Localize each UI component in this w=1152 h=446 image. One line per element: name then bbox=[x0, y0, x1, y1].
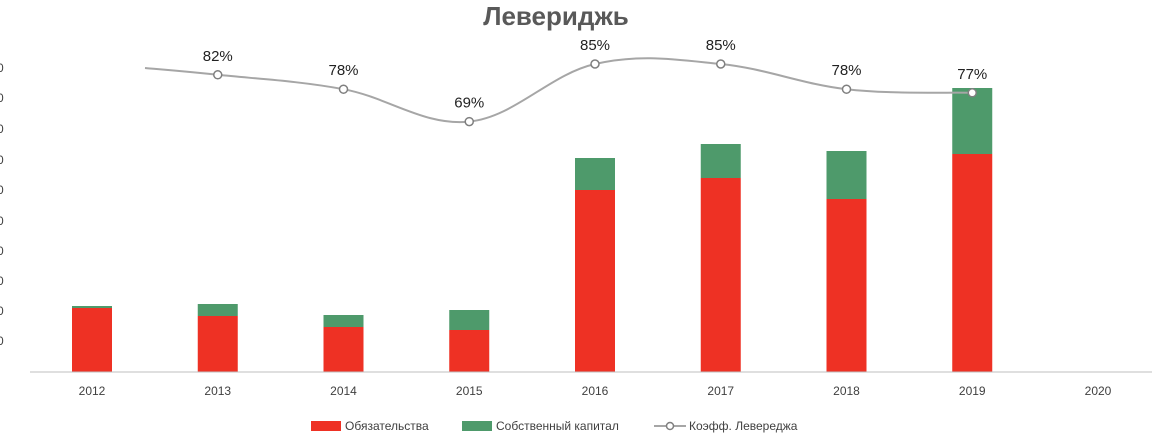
legend-marker-leverage bbox=[665, 421, 675, 431]
legend-swatch-liabilities bbox=[311, 421, 341, 431]
legend-swatch-equity bbox=[462, 421, 492, 431]
bar-equity bbox=[952, 88, 993, 154]
bars-group bbox=[72, 88, 993, 372]
legend-label-liabilities: Обязательства bbox=[345, 419, 429, 433]
bar-liabilities bbox=[323, 327, 364, 372]
leverage-point bbox=[213, 70, 223, 80]
y-tick-label: 0 bbox=[0, 183, 4, 197]
x-tick-label: 2017 bbox=[707, 384, 734, 398]
bar-liabilities bbox=[575, 190, 615, 372]
chart-title: Левериджь bbox=[483, 1, 629, 31]
leverage-data-label: 78% bbox=[328, 62, 358, 79]
leverage-line bbox=[144, 57, 973, 124]
bar-liabilities bbox=[700, 178, 741, 372]
x-tick-label: 2015 bbox=[456, 384, 483, 398]
legend-label-leverage: Коэфф. Левереджа bbox=[689, 419, 798, 433]
leverage-data-label: 82% bbox=[203, 48, 233, 65]
y-tick-label: 0 bbox=[0, 214, 4, 228]
legend: Обязательства Собственный капитал Коэфф. Л… bbox=[311, 419, 798, 433]
bar-equity bbox=[449, 310, 490, 330]
y-axis-ticks: 0 0 0 0 0 0 0 0 0 0 bbox=[0, 61, 4, 348]
y-tick-label: 0 bbox=[0, 274, 4, 288]
x-tick-label: 2016 bbox=[582, 384, 609, 398]
y-tick-label: 0 bbox=[0, 304, 4, 318]
bar-liabilities bbox=[952, 154, 993, 372]
y-tick-label: 0 bbox=[0, 91, 4, 105]
leverage-point bbox=[716, 59, 726, 69]
bar-liabilities bbox=[449, 330, 490, 372]
y-tick-label: 0 bbox=[0, 61, 4, 75]
bar-equity bbox=[72, 306, 112, 308]
legend-label-equity: Собственный капитал bbox=[496, 419, 619, 433]
leverage-data-label: 69% bbox=[454, 95, 484, 112]
bar-equity bbox=[700, 144, 741, 178]
y-tick-label: 0 bbox=[0, 244, 4, 258]
leverage-data-label: 85% bbox=[706, 37, 736, 54]
leverage-point bbox=[590, 59, 600, 69]
y-tick-label: 0 bbox=[0, 153, 4, 167]
x-axis-labels: 2012 2013 2014 2015 2016 2017 2018 2019 2020 bbox=[79, 384, 1112, 398]
bar-liabilities bbox=[72, 308, 112, 372]
bar-liabilities bbox=[826, 199, 867, 372]
leverage-point bbox=[464, 116, 474, 127]
y-tick-label: 0 bbox=[0, 334, 4, 348]
bar-equity bbox=[323, 315, 364, 327]
bar-equity bbox=[197, 304, 238, 316]
leverage-point bbox=[338, 84, 349, 94]
x-tick-label: 2018 bbox=[833, 384, 860, 398]
leverage-data-label: 78% bbox=[831, 62, 861, 79]
y-tick-label: 0 bbox=[0, 122, 4, 136]
x-tick-label: 2014 bbox=[330, 384, 357, 398]
leverage-point bbox=[841, 84, 852, 94]
leverage-data-label: 85% bbox=[580, 37, 610, 54]
x-tick-label: 2019 bbox=[959, 384, 986, 398]
x-tick-label: 2020 bbox=[1085, 384, 1112, 398]
leverage-data-label: 77% bbox=[957, 66, 987, 83]
bar-equity bbox=[575, 158, 615, 190]
leverage-line-group: 82% 78% 69% 85% 85% 78% 77% bbox=[144, 37, 987, 127]
bar-liabilities bbox=[197, 316, 238, 372]
x-tick-label: 2012 bbox=[79, 384, 106, 398]
leverage-point bbox=[967, 88, 977, 98]
x-tick-label: 2013 bbox=[204, 384, 231, 398]
bar-equity bbox=[826, 151, 867, 199]
